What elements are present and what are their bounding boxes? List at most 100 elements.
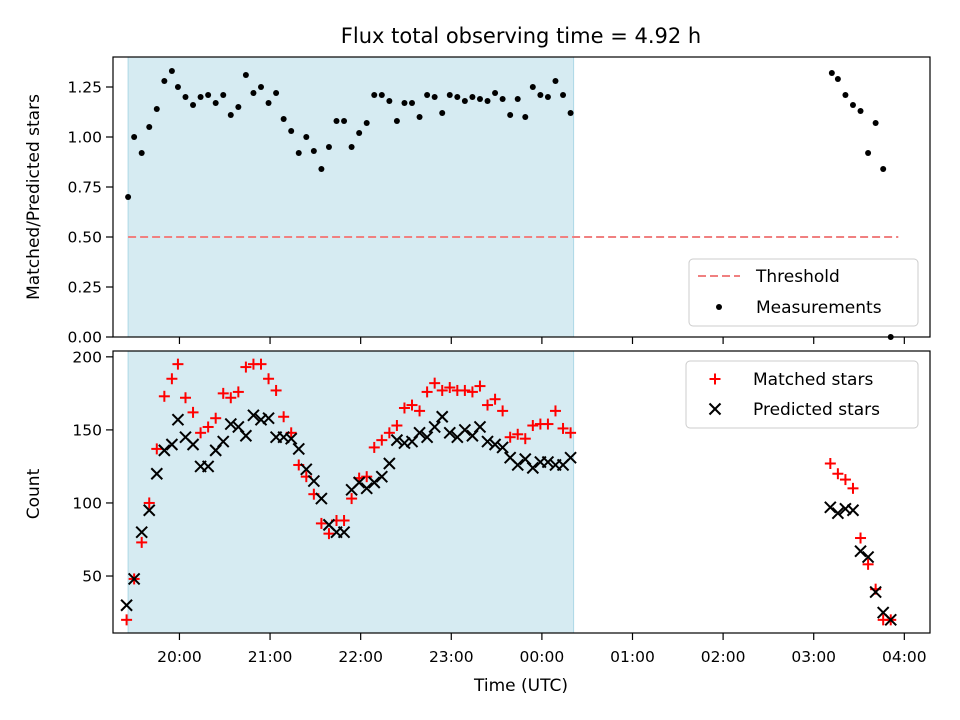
matched-star-marker bbox=[466, 386, 478, 398]
predicted-star-marker bbox=[368, 476, 381, 489]
matched-star-marker bbox=[839, 474, 851, 486]
predicted-star-marker bbox=[831, 506, 845, 520]
predicted-star-marker bbox=[158, 444, 171, 457]
measurement-point bbox=[529, 84, 536, 90]
measurement-point bbox=[461, 98, 468, 104]
measurement-point bbox=[865, 150, 872, 156]
matched-star-marker bbox=[143, 497, 155, 509]
measurement-point bbox=[872, 120, 879, 126]
measurement-point bbox=[386, 98, 393, 104]
measurement-point bbox=[522, 114, 529, 120]
measurement-point bbox=[446, 92, 453, 98]
measurement-point bbox=[182, 94, 189, 100]
measurement-point bbox=[842, 92, 849, 98]
matched-star-marker bbox=[847, 482, 859, 494]
measurement-point bbox=[567, 110, 574, 116]
measurement-point bbox=[484, 98, 491, 104]
matched-star-marker bbox=[542, 418, 554, 430]
top-y-tick-label: 0.00 bbox=[67, 329, 102, 347]
measurement-point bbox=[857, 108, 864, 114]
matched-star-marker bbox=[346, 493, 358, 505]
measurement-point bbox=[537, 92, 544, 98]
measurement-point bbox=[880, 166, 887, 172]
predicted-star-marker bbox=[201, 460, 215, 473]
predicted-star-marker bbox=[150, 467, 164, 480]
matched-star-marker bbox=[383, 427, 395, 439]
predicted-star-marker bbox=[383, 457, 396, 470]
top-observing-window-shade bbox=[127, 56, 575, 338]
measurement-point bbox=[356, 130, 363, 136]
measurement-point bbox=[439, 110, 446, 116]
matched-star-marker bbox=[232, 386, 244, 398]
predicted-star-marker bbox=[884, 613, 897, 627]
matched-star-marker bbox=[166, 373, 178, 385]
predicted-star-marker bbox=[307, 474, 321, 488]
predicted-star-marker bbox=[337, 525, 351, 539]
measurement-point bbox=[250, 90, 257, 96]
measurement-point bbox=[469, 94, 476, 100]
predicted-star-marker bbox=[247, 409, 260, 422]
predicted-star-marker bbox=[300, 463, 313, 476]
predicted-star-marker bbox=[224, 417, 238, 431]
predicted-star-marker bbox=[481, 435, 494, 448]
matched-star-marker bbox=[414, 405, 426, 417]
matched-star-marker bbox=[824, 458, 836, 470]
matched-star-marker bbox=[504, 431, 516, 443]
measurement-point bbox=[333, 118, 340, 124]
legend-predicted-swatch bbox=[708, 402, 722, 416]
predicted-star-marker bbox=[360, 482, 373, 495]
x-tick-label: 21:00 bbox=[248, 648, 293, 666]
bottom-y-tick-label: 100 bbox=[72, 494, 102, 512]
predicted-star-marker bbox=[420, 431, 434, 444]
matched-star-marker bbox=[217, 387, 229, 399]
bottom-panel-counts: 50 100 150 200 20:00 21:00 22:00 23:00 00:00 01:0… bbox=[72, 348, 931, 666]
top-y-tick-label: 0.25 bbox=[67, 279, 102, 297]
predicted-star-marker bbox=[443, 426, 456, 440]
matched-star-marker bbox=[323, 528, 335, 540]
matched-star-marker bbox=[270, 384, 282, 396]
predicted-star-marker bbox=[143, 504, 156, 517]
measurement-point bbox=[492, 90, 499, 96]
matched-star-marker bbox=[121, 614, 133, 626]
bottom-y-tick-label: 200 bbox=[72, 348, 102, 366]
matched-star-marker bbox=[436, 384, 448, 396]
predicted-star-marker bbox=[120, 599, 133, 612]
measurement-point bbox=[849, 102, 856, 108]
matched-star-marker bbox=[489, 393, 501, 405]
predicted-star-marker bbox=[564, 451, 577, 464]
matched-star-marker bbox=[519, 433, 531, 445]
x-tick-label: 01:00 bbox=[610, 648, 655, 666]
matched-star-marker bbox=[398, 402, 410, 414]
measurement-point bbox=[174, 84, 181, 90]
predicted-star-marker bbox=[284, 432, 298, 445]
predicted-star-marker bbox=[458, 423, 472, 437]
measurement-point bbox=[325, 144, 332, 150]
predicted-star-marker bbox=[473, 420, 487, 434]
predicted-star-marker bbox=[511, 458, 524, 472]
measurement-point bbox=[125, 194, 132, 200]
matched-star-marker bbox=[565, 427, 577, 439]
measurement-point bbox=[318, 166, 325, 172]
predicted-star-marker bbox=[186, 438, 200, 451]
measurement-point bbox=[153, 106, 160, 112]
matched-star-marker bbox=[391, 420, 403, 432]
bottom-legend: Matched stars Predicted stars bbox=[685, 360, 919, 429]
measurement-point bbox=[168, 68, 175, 74]
bottom-axes-frame bbox=[112, 350, 931, 634]
predicted-star-marker bbox=[541, 455, 555, 469]
predicted-star-marker bbox=[488, 438, 502, 451]
predicted-star-marker bbox=[428, 420, 441, 434]
measurement-point bbox=[378, 92, 385, 98]
matched-star-marker bbox=[179, 392, 191, 404]
matched-star-marker bbox=[240, 361, 252, 373]
matched-star-marker bbox=[315, 517, 327, 529]
top-legend: Threshold Measurements bbox=[688, 258, 919, 327]
measurement-point bbox=[454, 94, 461, 100]
measurement-point bbox=[288, 128, 295, 134]
matched-star-marker bbox=[512, 428, 524, 440]
matched-star-marker bbox=[368, 441, 380, 453]
measurement-point bbox=[348, 144, 355, 150]
measurement-point bbox=[416, 114, 423, 120]
matched-star-marker bbox=[278, 411, 290, 423]
predicted-star-marker bbox=[262, 412, 275, 425]
